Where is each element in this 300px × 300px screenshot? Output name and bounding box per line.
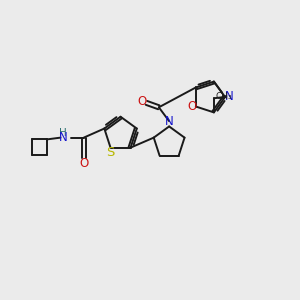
Text: CH₃: CH₃ <box>215 92 232 101</box>
Text: O: O <box>138 95 147 108</box>
Text: N: N <box>59 131 68 144</box>
Text: O: O <box>79 157 88 170</box>
Text: S: S <box>106 146 115 159</box>
Text: O: O <box>187 100 196 113</box>
Text: N: N <box>165 115 173 128</box>
Text: H: H <box>59 128 67 138</box>
Text: N: N <box>225 91 234 103</box>
